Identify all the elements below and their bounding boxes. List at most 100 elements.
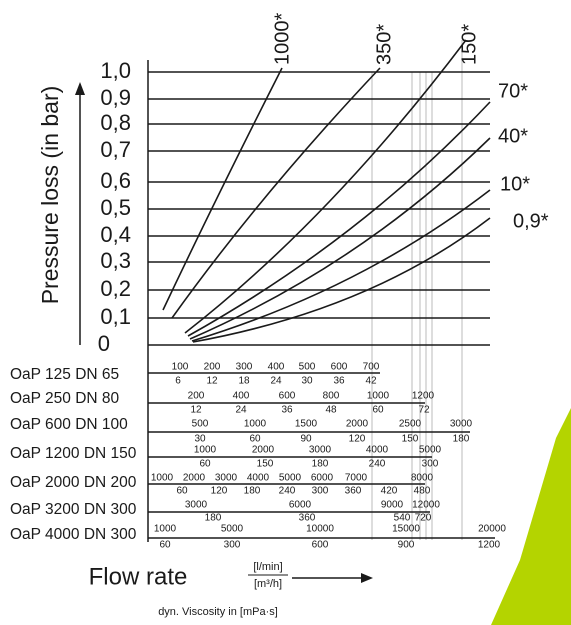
scale-value: 300	[422, 459, 439, 470]
scale-value: 120	[211, 486, 228, 497]
curve-label: 1000*	[271, 13, 293, 65]
scale-value: 12	[190, 405, 202, 416]
scale-value: 48	[325, 405, 337, 416]
scale-value: 36	[333, 376, 345, 387]
scale-value: 6000	[289, 500, 312, 511]
scale-value: 60	[372, 405, 384, 416]
scale-value: 240	[369, 459, 386, 470]
scale-value: 1000	[244, 419, 267, 430]
scale-value: 900	[398, 540, 415, 551]
scale-value: 12	[206, 376, 218, 387]
scale-value: 30	[301, 376, 313, 387]
scale-value: 24	[235, 405, 247, 416]
scale-value: 60	[199, 459, 211, 470]
y-tick-label: 1,0	[100, 58, 131, 83]
curve-label: 40*	[498, 125, 528, 147]
scale-value: 120	[349, 434, 366, 445]
arrow-head	[75, 82, 85, 95]
scale-value: 60	[249, 434, 261, 445]
unit-bottom: [m³/h]	[254, 578, 282, 590]
scale-label: OaP 125 DN 65	[10, 366, 119, 383]
scale-value: 1500	[295, 419, 318, 430]
scale-label: OaP 600 DN 100	[10, 416, 128, 433]
y-tick-label: 0,2	[100, 276, 131, 301]
y-axis-title: Pressure loss (in bar)	[37, 86, 63, 305]
scale-value: 200	[188, 391, 205, 402]
scale-value: 100	[172, 362, 189, 373]
scale-value: 500	[192, 419, 209, 430]
scale-value: 2000	[346, 419, 369, 430]
scale-value: 5000	[279, 473, 302, 484]
scale-value: 2000	[252, 445, 275, 456]
y-tick-label: 0,3	[100, 248, 131, 273]
scale-value: 420	[381, 486, 398, 497]
scale-value: 24	[270, 376, 282, 387]
scale-value: 6000	[311, 473, 334, 484]
scale-value: 360	[299, 513, 316, 524]
scale-value: 15000	[392, 524, 420, 535]
scale-value: 42	[365, 376, 377, 387]
scale-value: 8000	[411, 473, 434, 484]
scale-value: 1000	[367, 391, 390, 402]
scale-value: 180	[312, 459, 329, 470]
scale-value: 1000	[151, 473, 174, 484]
scale-label: OaP 3200 DN 300	[10, 501, 137, 518]
scale-value: 500	[299, 362, 316, 373]
y-tick-label: 0,1	[100, 304, 131, 329]
scale-value: 540	[394, 513, 411, 524]
scale-value: 60	[176, 486, 188, 497]
scale-value: 3000	[185, 500, 208, 511]
y-tick-label: 0,7	[100, 137, 131, 162]
scale-value: 1200	[478, 540, 501, 551]
scale-value: 600	[331, 362, 348, 373]
scale-value: 600	[312, 540, 329, 551]
scale-label: OaP 2000 DN 200	[10, 474, 137, 491]
scale-value: 3000	[215, 473, 238, 484]
scale-value: 60	[159, 540, 171, 551]
scale-value: 5000	[419, 445, 442, 456]
scale-value: 12000	[412, 500, 440, 511]
scale-value: 1200	[412, 391, 435, 402]
scale-label: OaP 250 DN 80	[10, 390, 120, 407]
scale-value: 3000	[450, 419, 473, 430]
scale-value: 20000	[478, 524, 506, 535]
scale-value: 240	[279, 486, 296, 497]
scale-value: 400	[268, 362, 285, 373]
scale-value: 18	[238, 376, 250, 387]
y-tick-label: 0,4	[100, 222, 131, 247]
scale-value: 72	[418, 405, 430, 416]
unit-top: [l/min]	[253, 561, 282, 573]
decoration	[491, 408, 571, 625]
scale-value: 600	[279, 391, 296, 402]
scale-value: 180	[205, 513, 222, 524]
scale-value: 400	[233, 391, 250, 402]
x-axis-title: Flow rate	[89, 563, 188, 590]
scale-value: 300	[224, 540, 241, 551]
curves	[162, 39, 491, 343]
scale-value: 360	[345, 486, 362, 497]
scale-label: OaP 4000 DN 300	[10, 526, 137, 543]
scale-value: 1000	[194, 445, 217, 456]
arrow-head	[361, 573, 373, 583]
scale-value: 6	[175, 376, 181, 387]
y-tick-label: 0,5	[100, 195, 131, 220]
scale-value: 180	[453, 434, 470, 445]
scale-value: 90	[300, 434, 312, 445]
scale-value: 3000	[309, 445, 332, 456]
scale-value: 4000	[366, 445, 389, 456]
footnote: dyn. Viscosity in [mPa·s]	[158, 606, 278, 618]
scale-value: 180	[244, 486, 261, 497]
scale-value: 5000	[221, 524, 244, 535]
scale-value: 720	[415, 513, 432, 524]
curve-label: 70*	[498, 80, 528, 102]
y-tick-label: 0	[98, 331, 110, 356]
scale-value: 30	[194, 434, 206, 445]
scale-value: 7000	[345, 473, 368, 484]
scale-value: 2500	[399, 419, 422, 430]
scale-value: 480	[414, 486, 431, 497]
scale-value: 2000	[183, 473, 206, 484]
scale-value: 4000	[247, 473, 270, 484]
y-tick-label: 0,9	[100, 85, 131, 110]
scale-value: 300	[312, 486, 329, 497]
